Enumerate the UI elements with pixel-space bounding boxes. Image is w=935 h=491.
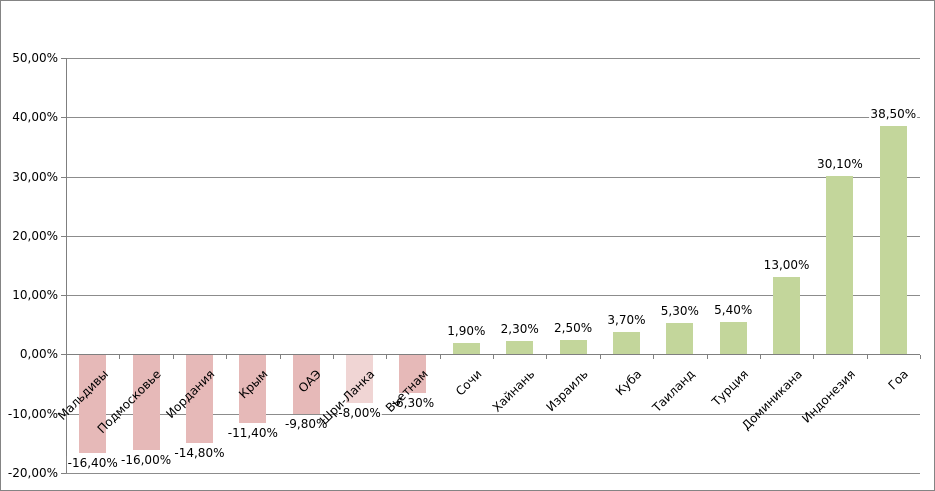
- category-label: Хайнань: [489, 367, 538, 416]
- y-axis-tick: [61, 235, 66, 237]
- category-label: Сочи: [452, 367, 485, 399]
- y-axis-tick-label: 50,00%: [12, 51, 58, 65]
- bar-value-label: 2,30%: [499, 321, 540, 337]
- bar: [879, 126, 907, 355]
- category-label: Турция: [709, 367, 752, 410]
- bar-value-label: -16,40%: [66, 455, 119, 471]
- bar-value-label: 13,00%: [762, 258, 811, 274]
- y-axis-tick-label: 20,00%: [12, 228, 58, 243]
- bar: [79, 355, 107, 453]
- y-axis-tick: [61, 117, 66, 119]
- y-axis-line: [66, 58, 67, 473]
- gridline: [66, 117, 920, 119]
- y-axis-tick: [61, 295, 66, 297]
- y-axis-tick: [61, 473, 66, 474]
- x-axis-tick: [759, 355, 761, 360]
- bar-value-label: 30,10%: [816, 156, 864, 172]
- bar: [612, 332, 640, 355]
- bar: [666, 323, 694, 355]
- bar: [346, 355, 374, 403]
- x-axis-line: [66, 354, 920, 356]
- y-axis-tick-label: -10,00%: [7, 406, 58, 421]
- y-axis-tick-label: 40,00%: [12, 110, 58, 125]
- x-axis-tick: [332, 355, 334, 360]
- x-axis-tick: [172, 355, 174, 360]
- bar-value-label: 5,40%: [713, 303, 754, 319]
- bar-value-label: 5,30%: [659, 304, 700, 319]
- bar-value-label: 38,50%: [869, 107, 918, 123]
- y-axis-tick: [61, 413, 66, 415]
- x-axis-tick: [706, 355, 708, 360]
- x-axis-tick: [813, 355, 815, 360]
- x-axis-tick: [386, 355, 388, 360]
- x-axis-tick: [66, 355, 67, 360]
- y-axis-tick-label: 0,00%: [19, 347, 58, 362]
- bar: [773, 277, 801, 355]
- x-axis-tick: [119, 355, 121, 360]
- y-axis-tick: [61, 58, 66, 59]
- bar-value-label: 2,50%: [553, 320, 594, 336]
- y-axis-tick-label: -20,00%: [7, 466, 58, 480]
- x-axis-tick: [599, 355, 601, 360]
- bar-value-label: -6,30%: [390, 395, 436, 411]
- x-axis-tick: [653, 355, 655, 360]
- x-axis-tick: [866, 355, 868, 360]
- bar: [719, 322, 747, 355]
- x-axis-tick: [920, 355, 921, 360]
- gridline: [66, 473, 920, 474]
- gridline: [66, 295, 920, 297]
- x-axis-tick: [493, 355, 494, 360]
- bar: [239, 355, 267, 423]
- y-axis-tick: [61, 176, 66, 178]
- y-axis-tick-label: 10,00%: [12, 288, 58, 303]
- bar: [559, 339, 587, 355]
- bar-value-label: -9,80%: [283, 416, 329, 432]
- category-label: Гоа: [885, 367, 912, 393]
- y-axis-tick: [61, 354, 66, 356]
- gridline: [66, 413, 920, 415]
- x-axis-tick: [546, 355, 548, 360]
- bar-value-label: -14,80%: [173, 446, 226, 462]
- bar-value-label: -16,00%: [120, 453, 173, 469]
- bar: [399, 355, 427, 393]
- bar: [292, 355, 320, 414]
- gridline: [66, 176, 920, 178]
- y-axis-tick-label: 30,00%: [12, 169, 58, 184]
- category-label: Куба: [612, 367, 645, 399]
- category-label: Таиланд: [649, 367, 698, 416]
- category-label: Израиль: [543, 367, 591, 415]
- bar: [506, 340, 534, 355]
- category-label: Индонезия: [799, 367, 858, 427]
- x-axis-tick: [279, 355, 281, 360]
- bar: [185, 355, 213, 444]
- bar-value-label: -11,40%: [226, 426, 279, 441]
- gridline: [66, 235, 920, 237]
- bar: [826, 175, 854, 355]
- x-axis-tick: [439, 355, 441, 360]
- x-axis-tick: [226, 355, 228, 360]
- bar-value-label: 1,90%: [446, 324, 487, 340]
- bar: [132, 355, 160, 451]
- gridline: [66, 58, 920, 59]
- bar-value-label: -8,00%: [337, 405, 382, 421]
- bar: [452, 343, 480, 355]
- bar-value-label: 3,70%: [606, 313, 647, 329]
